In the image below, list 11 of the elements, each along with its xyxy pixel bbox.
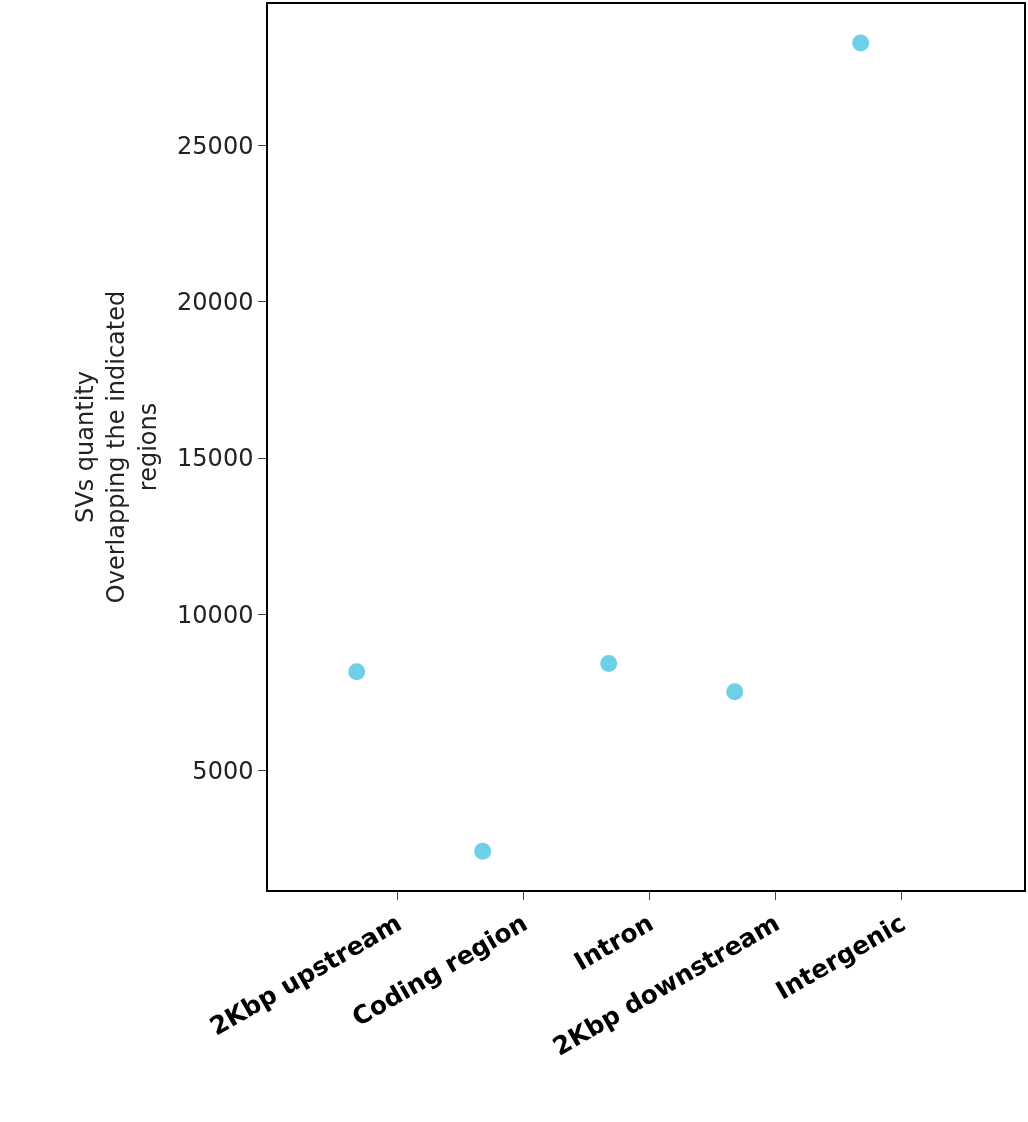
y-tick-label: 20000	[177, 288, 254, 317]
y-tick-label: 5000	[192, 756, 254, 785]
y-tick-label: 10000	[177, 600, 254, 629]
y-tick-label: 25000	[177, 132, 254, 161]
y-tick-label: 15000	[177, 444, 254, 473]
point	[348, 663, 366, 681]
y-axis-title: SVs quantity Overlapping the indicated regions	[71, 290, 162, 604]
point	[726, 683, 744, 701]
point	[474, 842, 492, 860]
point	[600, 655, 618, 673]
point	[852, 34, 870, 52]
